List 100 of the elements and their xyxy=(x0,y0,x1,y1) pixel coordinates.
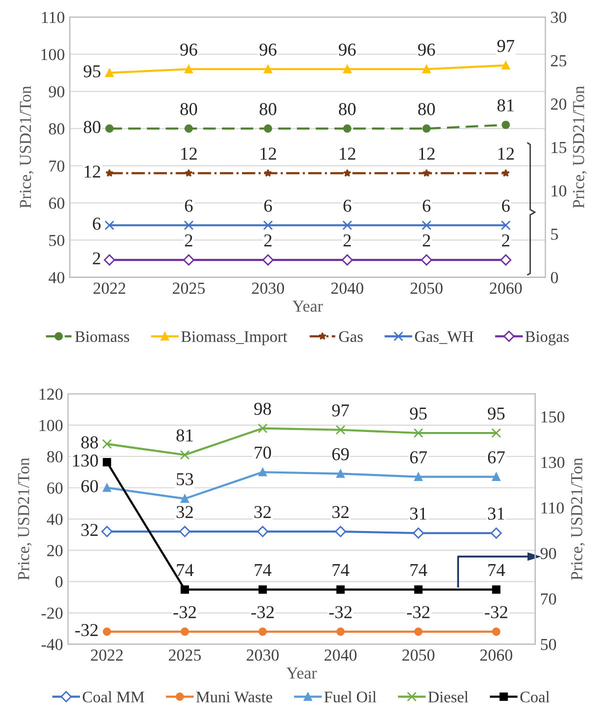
point xyxy=(264,64,272,74)
data-label: 95 xyxy=(410,407,427,420)
y2-tick-label: 10 xyxy=(552,185,566,196)
point xyxy=(414,428,424,438)
y2-axis-title: Price, USD21/Ton xyxy=(573,86,587,208)
y2-tick-label: 110 xyxy=(542,502,564,514)
data-label: 96 xyxy=(338,44,356,56)
data-label: 32 xyxy=(176,506,193,518)
data-label: 60 xyxy=(81,480,98,492)
data-label: 12 xyxy=(340,148,356,160)
point xyxy=(336,627,345,636)
y-tick-label: 80 xyxy=(48,123,64,135)
x-tick-label: 2050 xyxy=(410,282,443,294)
data-label: 96 xyxy=(180,44,198,56)
y2-tick-label: 70 xyxy=(541,593,556,605)
y2-axis-title: Price, USD21/Ton xyxy=(571,458,585,580)
point xyxy=(414,472,423,481)
data-label: 32 xyxy=(81,524,98,536)
point xyxy=(414,627,423,636)
x-tick-label: 2050 xyxy=(402,650,434,661)
y2-tick-label: 15 xyxy=(552,142,566,154)
point xyxy=(102,439,112,449)
x-tick-label: 2060 xyxy=(490,282,522,294)
data-label: 95 xyxy=(84,65,100,78)
data-label: 6 xyxy=(422,200,430,212)
y2-tick-label: 50 xyxy=(541,638,556,650)
data-label: -32 xyxy=(329,606,352,618)
y-tick-label: 80 xyxy=(47,451,63,462)
data-label: 80 xyxy=(338,103,356,116)
y-tick-label: 20 xyxy=(47,545,63,556)
y2-tick-label: 0 xyxy=(550,272,558,284)
data-label: 31 xyxy=(488,508,504,520)
x-axis-title: Year xyxy=(286,668,317,679)
data-label: 74 xyxy=(488,564,505,576)
point xyxy=(342,220,352,230)
x-tick-label: 2060 xyxy=(480,650,512,661)
data-label: 97 xyxy=(332,404,350,416)
data-label: -32 xyxy=(75,624,98,636)
y-tick-label: 120 xyxy=(40,388,63,400)
x-tick-label: 2022 xyxy=(91,650,123,661)
data-label: 12 xyxy=(84,166,100,178)
point xyxy=(420,254,432,266)
data-label: 98 xyxy=(254,402,272,415)
x-tick-label: 2022 xyxy=(94,282,126,294)
point xyxy=(263,220,273,230)
data-label: 97 xyxy=(497,40,514,52)
y-axis-title: Price, USD21/Ton xyxy=(18,458,32,580)
y-tick-label: 70 xyxy=(49,160,64,172)
data-label: 80 xyxy=(84,120,100,134)
point xyxy=(422,220,432,230)
data-label: 70 xyxy=(254,446,272,459)
legend-label: Coal xyxy=(520,691,550,702)
point xyxy=(336,425,346,435)
legend-label: Muni Waste xyxy=(196,692,272,702)
data-label: 74 xyxy=(176,564,194,576)
legend-label: Coal MM xyxy=(82,691,144,702)
point xyxy=(490,528,502,539)
data-label: 96 xyxy=(260,44,276,56)
data-label: 2 xyxy=(344,234,351,246)
x-tick-label: 2030 xyxy=(252,282,284,294)
point xyxy=(104,254,116,266)
data-label: 12 xyxy=(498,148,514,160)
data-label: 69 xyxy=(332,448,349,460)
data-label: 6 xyxy=(344,200,352,212)
data-label: 81 xyxy=(497,99,514,112)
y-tick-label: 100 xyxy=(40,420,63,432)
data-label: 96 xyxy=(418,44,436,56)
point xyxy=(102,484,112,492)
x-axis-title: Year xyxy=(292,300,323,312)
point xyxy=(180,450,190,460)
legend-label: Gas xyxy=(339,331,363,342)
data-label: 6 xyxy=(502,200,510,212)
y-tick-label: 100 xyxy=(41,48,64,60)
point xyxy=(184,220,194,230)
point xyxy=(336,470,345,478)
y-tick-label: -20 xyxy=(42,608,63,619)
data-label: 12 xyxy=(181,148,197,160)
point xyxy=(104,220,114,230)
data-label: 80 xyxy=(180,103,198,116)
point xyxy=(500,220,511,230)
point xyxy=(334,526,346,538)
y2-tick-label: 150 xyxy=(542,411,564,423)
data-label: 2 xyxy=(422,234,430,246)
point xyxy=(343,169,352,177)
data-label: 2 xyxy=(264,234,272,246)
point xyxy=(343,124,352,133)
point xyxy=(262,254,274,266)
point xyxy=(492,627,500,636)
point xyxy=(257,526,268,538)
data-label: 74 xyxy=(332,564,350,576)
data-label: 6 xyxy=(184,200,193,212)
point xyxy=(502,120,510,130)
data-label: 31 xyxy=(410,508,426,520)
data-label: 12 xyxy=(260,148,276,160)
point xyxy=(184,169,193,177)
y-tick-label: 0 xyxy=(55,576,63,588)
x-tick-label: 2025 xyxy=(168,650,201,661)
point xyxy=(412,528,424,539)
data-label: -32 xyxy=(251,606,274,618)
point xyxy=(101,526,113,538)
